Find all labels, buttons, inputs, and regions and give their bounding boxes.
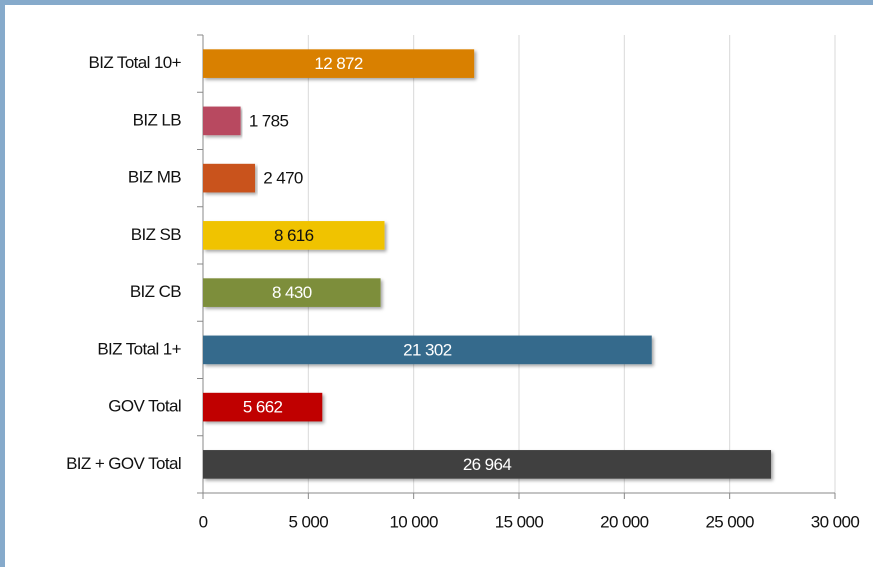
bar	[203, 163, 256, 193]
y-tick-label: BIZ CB	[130, 282, 181, 301]
bar	[203, 221, 385, 250]
data-label: 2 470	[263, 169, 303, 188]
bar	[203, 278, 381, 307]
bar	[203, 49, 475, 78]
y-tick-label: BIZ + GOV Total	[66, 454, 181, 473]
frame-top	[0, 0, 873, 5]
bar	[203, 335, 652, 365]
data-label: 26 964	[463, 455, 512, 474]
bar	[203, 450, 772, 479]
data-label: 5 662	[243, 398, 283, 417]
data-label: 21 302	[403, 340, 452, 359]
x-tick-label: 25 000	[705, 512, 754, 531]
data-label: 1 785	[249, 111, 289, 130]
x-tick-label: 5 000	[289, 512, 329, 531]
data-label: 8 430	[272, 283, 312, 302]
y-tick-label: BIZ SB	[131, 225, 182, 244]
frame-left	[0, 0, 5, 567]
y-tick-label: BIZ Total 10+	[88, 53, 181, 72]
x-tick-label: 20 000	[600, 512, 649, 531]
y-tick-label: BIZ MB	[128, 168, 181, 187]
bar	[203, 106, 241, 136]
data-label: 8 616	[274, 226, 314, 245]
plot: 0 5 000 10 000 15 000 20 000 25 000 30 000 BIZ …	[66, 34, 860, 531]
data-label: 12 872	[314, 54, 363, 73]
y-tick-label: BIZ LB	[133, 110, 182, 129]
x-tick-label: 10 000	[389, 512, 438, 531]
x-tick-label: 0	[199, 512, 208, 531]
y-tick-label: GOV Total	[108, 397, 181, 416]
x-tick-label: 30 000	[811, 512, 860, 531]
y-tick-label: BIZ Total 1+	[97, 339, 181, 358]
x-tick-label: 15 000	[495, 512, 544, 531]
bar	[203, 392, 323, 422]
